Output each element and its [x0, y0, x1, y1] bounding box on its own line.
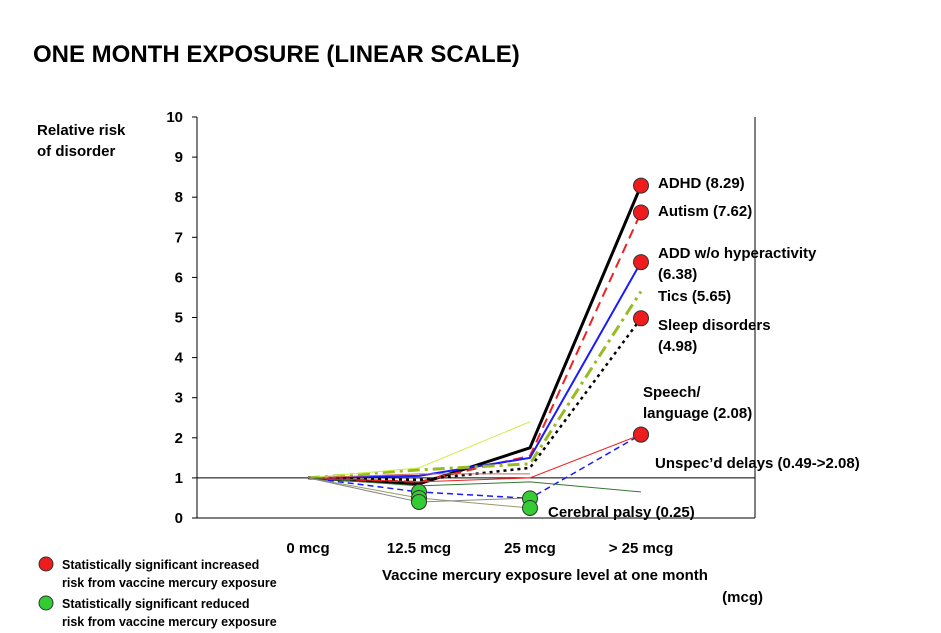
y-tick-label: 0	[175, 510, 183, 527]
series-label: Sleep disorders	[658, 317, 771, 334]
y-tick-label: 5	[175, 310, 183, 327]
significance-marker	[633, 254, 649, 271]
y-axis-label: of disorder	[37, 143, 116, 160]
series-line	[307, 433, 642, 500]
series-label: Tics (5.65)	[658, 288, 731, 305]
series-line	[307, 261, 642, 479]
legend-marker	[38, 556, 54, 572]
x-tick-label: 25 mcg	[504, 540, 556, 557]
significance-marker	[633, 204, 649, 221]
y-tick-label: 4	[175, 350, 184, 367]
legend-marker	[38, 595, 54, 611]
series-line	[307, 184, 643, 486]
series-line	[307, 290, 643, 480]
legend-label: Statistically significant reduced	[62, 597, 250, 611]
series-label: ADHD (8.29)	[658, 175, 745, 192]
significance-marker	[411, 493, 427, 510]
legend-label: risk from vaccine mercury exposure	[62, 615, 277, 629]
y-tick-label: 2	[175, 430, 183, 447]
series-label: Autism (7.62)	[658, 203, 752, 220]
y-tick-label: 9	[175, 149, 183, 166]
y-axis-label: Relative risk	[37, 122, 126, 139]
significance-marker	[633, 426, 649, 443]
chart-title: ONE MONTH EXPOSURE (LINEAR SCALE)	[33, 41, 520, 68]
series-label: language (2.08)	[643, 405, 752, 422]
y-tick-label: 6	[175, 269, 183, 286]
series-label: (4.98)	[658, 338, 697, 355]
y-tick-label: 7	[175, 229, 183, 246]
series-label: Speech/	[643, 384, 701, 401]
series-label: (6.38)	[658, 266, 697, 283]
x-tick-label: > 25 mcg	[609, 540, 674, 557]
x-axis-label: Vaccine mercury exposure level at one mo…	[382, 567, 708, 584]
y-tick-label: 8	[175, 189, 183, 206]
significance-marker	[522, 499, 538, 516]
significance-marker	[633, 177, 649, 194]
series-line	[307, 434, 642, 483]
y-tick-label: 1	[175, 470, 183, 487]
legend-label: risk from vaccine mercury exposure	[62, 576, 277, 590]
y-tick-label: 10	[166, 109, 183, 126]
series-line	[307, 421, 531, 479]
series-line	[307, 212, 642, 483]
series-label: ADD w/o hyperactivity	[658, 245, 817, 262]
y-tick-label: 3	[175, 390, 183, 407]
x-tick-label: 12.5 mcg	[387, 540, 451, 557]
legend-label: Statistically significant increased	[62, 558, 259, 572]
series-label: Unspec’d delays (0.49->2.08)	[655, 455, 860, 472]
x-tick-label: 0 mcg	[286, 540, 329, 557]
significance-marker	[633, 310, 649, 327]
x-axis-label: (mcg)	[722, 589, 763, 606]
series-label: Cerebral palsy (0.25)	[548, 504, 695, 521]
series-line	[307, 473, 530, 479]
series-line	[307, 477, 642, 493]
series-line	[307, 317, 643, 482]
